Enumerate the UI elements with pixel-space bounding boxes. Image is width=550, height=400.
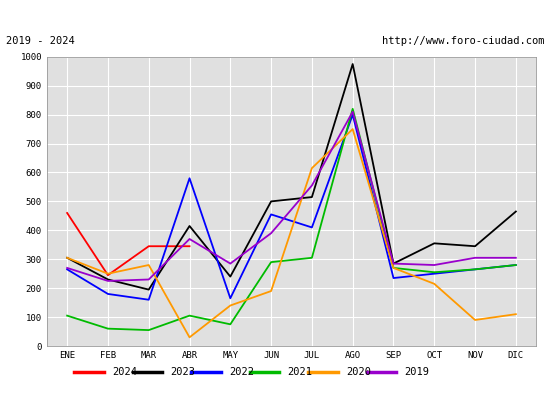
- Text: 2024: 2024: [112, 367, 137, 377]
- Text: http://www.foro-ciudad.com: http://www.foro-ciudad.com: [382, 36, 544, 46]
- Text: 2019: 2019: [405, 367, 430, 377]
- Text: 2020: 2020: [346, 367, 371, 377]
- Text: 2019 - 2024: 2019 - 2024: [6, 36, 74, 46]
- Text: 2021: 2021: [288, 367, 312, 377]
- Text: 2022: 2022: [229, 367, 254, 377]
- Text: 2023: 2023: [170, 367, 195, 377]
- Text: Evolucion Nº Turistas Nacionales en el municipio de Martín de Yeltes: Evolucion Nº Turistas Nacionales en el m…: [73, 8, 477, 22]
